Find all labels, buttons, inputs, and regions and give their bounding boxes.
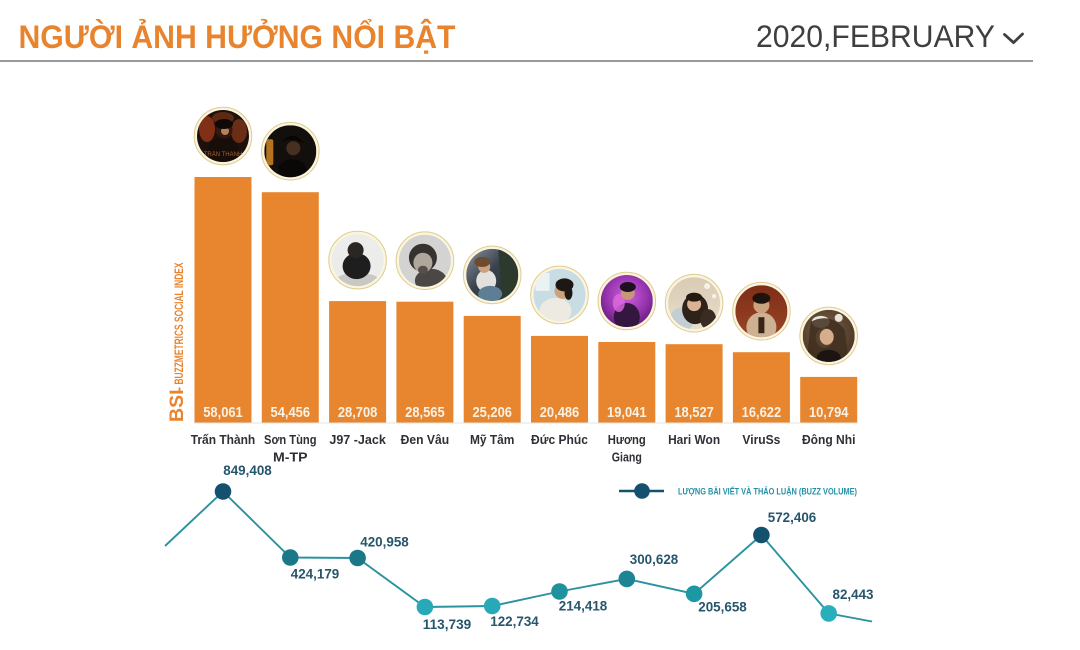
svg-text:J97 -Jack: J97 -Jack	[329, 433, 386, 447]
svg-text:82,443: 82,443	[833, 586, 874, 602]
svg-text:300,628: 300,628	[630, 551, 679, 567]
svg-text:Hari Won: Hari Won	[668, 433, 720, 447]
svg-text:TRẤN THÀNH: TRẤN THÀNH	[204, 151, 243, 158]
svg-text:572,406: 572,406	[768, 509, 817, 525]
svg-text:18,527: 18,527	[674, 404, 714, 421]
svg-text:Hương: Hương	[608, 433, 646, 447]
svg-text:Đen Vâu: Đen Vâu	[401, 433, 450, 447]
svg-text:424,179: 424,179	[291, 565, 340, 581]
svg-text:2020,FEBRUARY: 2020,FEBRUARY	[756, 18, 995, 54]
svg-text:122,734: 122,734	[490, 613, 539, 629]
svg-text:ViruSs: ViruSs	[742, 433, 780, 447]
svg-text:LƯỢNG BÀI VIẾT VÀ THẢO LUẬN (B: LƯỢNG BÀI VIẾT VÀ THẢO LUẬN (BUZZ VOLUME…	[678, 486, 857, 498]
svg-text:16,622: 16,622	[742, 404, 782, 421]
svg-text:Đông Nhi: Đông Nhi	[802, 433, 856, 447]
svg-text:20,486: 20,486	[540, 404, 580, 421]
svg-text:Mỹ Tâm: Mỹ Tâm	[470, 433, 515, 447]
svg-text:214,418: 214,418	[559, 597, 608, 613]
svg-text:Đức Phúc: Đức Phúc	[531, 433, 588, 447]
svg-text:10,794: 10,794	[809, 404, 849, 421]
svg-text:420,958: 420,958	[360, 533, 409, 549]
svg-text:M-TP: M-TP	[273, 451, 308, 465]
svg-text:28,708: 28,708	[338, 404, 378, 421]
svg-text:205,658: 205,658	[698, 598, 747, 614]
svg-text:BSI: BSI	[166, 389, 188, 422]
svg-text:849,408: 849,408	[223, 462, 272, 478]
svg-text:28,565: 28,565	[405, 404, 445, 421]
svg-text:NGƯỜI ẢNH HƯỞNG NỔI BẬT: NGƯỜI ẢNH HƯỞNG NỔI BẬT	[19, 19, 456, 55]
svg-text:Giang: Giang	[612, 451, 642, 465]
svg-text:Sơn Tùng: Sơn Tùng	[264, 433, 317, 447]
svg-text:19,041: 19,041	[607, 404, 647, 421]
svg-text:BUZZMETRICS SOCIAL INDEX: BUZZMETRICS SOCIAL INDEX	[174, 262, 186, 384]
svg-text:25,206: 25,206	[472, 404, 512, 421]
svg-text:113,739: 113,739	[423, 616, 472, 632]
svg-text:58,061: 58,061	[203, 404, 243, 421]
svg-text:54,456: 54,456	[271, 404, 311, 421]
svg-text:Trấn Thành: Trấn Thành	[191, 433, 256, 447]
